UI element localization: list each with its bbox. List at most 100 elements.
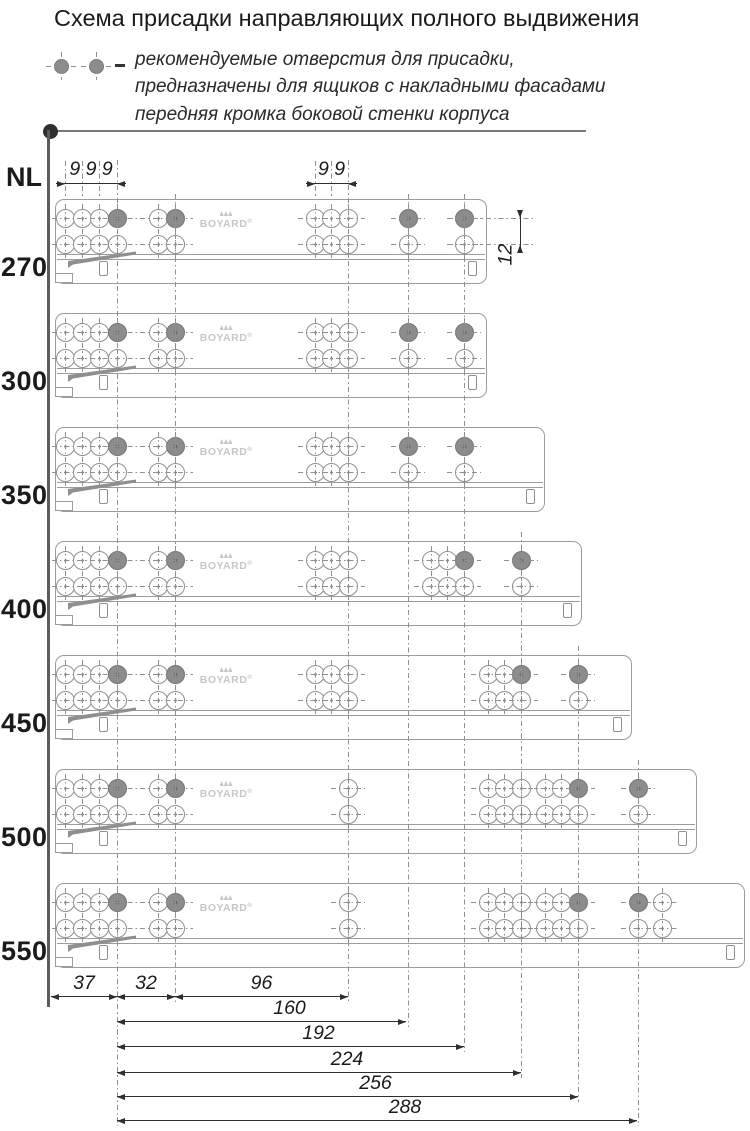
hole-centerline-tick xyxy=(81,546,83,600)
rail-mounting-slot-right xyxy=(613,717,622,732)
hole-centerline-tick xyxy=(64,546,66,600)
hole-centerline-tick xyxy=(98,204,100,258)
hole-centerline-tick xyxy=(314,432,316,486)
dim-arrow xyxy=(175,993,183,1000)
rail-mounting-slot-left xyxy=(99,489,108,504)
hole-row-centerline xyxy=(471,901,538,903)
hole-row-centerline xyxy=(448,243,534,245)
brand-crown-icon xyxy=(219,325,233,330)
dim-line xyxy=(56,183,126,185)
hole-centerline-tick xyxy=(64,318,66,372)
hole-centerline-tick xyxy=(81,888,83,942)
hole-row-centerline xyxy=(528,787,595,789)
front-edge-label: передняя кромка боковой стенки корпуса xyxy=(135,104,510,125)
brand-logo: BOYARD® xyxy=(194,895,258,914)
rail-bottom-left-notch xyxy=(55,729,73,739)
hole-row-centerline xyxy=(52,699,193,701)
hole-centerline-tick xyxy=(330,432,332,486)
dim-arrow xyxy=(398,1018,406,1025)
hole-row-centerline xyxy=(448,217,534,219)
construction-line-x408 xyxy=(407,194,409,1027)
hole-centerline-tick xyxy=(81,774,83,828)
rail-bottom-left-notch xyxy=(55,843,73,853)
dim-line xyxy=(117,1046,464,1048)
rail-length-label: 270 xyxy=(1,252,48,282)
hole-row-centerline xyxy=(298,471,365,473)
dim-label-12: 12 xyxy=(494,243,517,266)
construction-line-x348 xyxy=(347,160,349,1002)
hole-centerline-tick xyxy=(330,660,332,714)
hole-centerline-tick xyxy=(560,888,562,942)
legend-dash xyxy=(115,64,125,67)
hole-row-centerline xyxy=(414,585,481,587)
rail-length-label: 350 xyxy=(1,480,48,510)
hole-row-centerline xyxy=(52,357,193,359)
dim-label: 9 9 xyxy=(317,158,346,180)
carcass-edge-vertical-line xyxy=(47,130,50,1007)
rail-mounting-slot-left xyxy=(99,603,108,618)
hole-centerline-tick xyxy=(81,660,83,714)
hole-centerline-tick xyxy=(64,774,66,828)
rail-bottom-left-notch xyxy=(55,501,73,511)
hole-centerline-tick xyxy=(487,774,489,828)
hole-centerline-tick xyxy=(430,546,432,600)
dim-arrow xyxy=(307,180,315,187)
hole-centerline-tick xyxy=(157,774,159,828)
brand-crown-icon xyxy=(219,781,233,786)
rail-track-line-lower xyxy=(57,600,580,602)
brand-logo: BOYARD® xyxy=(194,553,258,572)
hole-row-centerline xyxy=(298,585,365,587)
hole-centerline-tick xyxy=(314,204,316,258)
hole-row-centerline xyxy=(52,243,193,245)
hole-row-centerline xyxy=(528,901,595,903)
hole-centerline-tick xyxy=(157,432,159,486)
construction-line-x578 xyxy=(577,646,579,1102)
dim-arrow xyxy=(516,210,523,218)
dim-line xyxy=(117,1021,406,1023)
rail-mounting-slot-right xyxy=(526,489,535,504)
legend-marker-centerline-v xyxy=(95,52,97,80)
rail-length-label: 550 xyxy=(1,936,48,966)
hole-row-centerline xyxy=(621,901,679,903)
hole-row-centerline xyxy=(414,559,481,561)
hole-centerline-tick xyxy=(81,318,83,372)
hole-centerline-tick xyxy=(98,888,100,942)
dim-label: 160 xyxy=(273,997,306,1019)
hole-centerline-tick xyxy=(64,888,66,942)
brand-crown-icon xyxy=(219,667,233,672)
rail-leadin-wedge xyxy=(68,365,136,382)
hole-row-centerline xyxy=(621,927,679,929)
brand-logo: BOYARD® xyxy=(194,781,258,800)
hole-centerline-tick xyxy=(560,774,562,828)
rail-mounting-slot-left xyxy=(99,831,108,846)
hole-centerline-tick xyxy=(64,432,66,486)
brand-logo: BOYARD® xyxy=(194,211,258,230)
hole-row-centerline xyxy=(52,445,193,447)
hole-centerline-tick xyxy=(314,546,316,600)
dim-arrow xyxy=(57,180,65,187)
rail-leadin-wedge xyxy=(68,821,136,838)
rail-leadin-wedge xyxy=(68,707,136,724)
hole-centerline-tick xyxy=(81,432,83,486)
hole-row-centerline xyxy=(52,813,193,815)
hole-centerline-tick xyxy=(330,204,332,258)
construction-line-x175 xyxy=(174,194,176,1002)
hole-row-centerline xyxy=(52,217,193,219)
hole-row-centerline xyxy=(298,673,365,675)
dim-label: 37 xyxy=(73,972,95,994)
hole-centerline-tick xyxy=(81,204,83,258)
dim-line xyxy=(175,996,348,998)
hole-row-centerline xyxy=(298,357,365,359)
rail-length-label: 300 xyxy=(1,366,48,396)
hole-centerline-tick xyxy=(64,660,66,714)
dim-tick xyxy=(81,161,83,196)
hole-centerline-tick xyxy=(544,888,546,942)
rail-track-line-lower xyxy=(57,714,630,716)
hole-centerline-tick xyxy=(157,660,159,714)
rail-track-line-upper xyxy=(57,254,485,256)
rail-track-line-upper xyxy=(57,596,580,598)
dim-arrow xyxy=(117,1018,125,1025)
hole-row-centerline xyxy=(298,243,365,245)
legend-marker-centerline-v xyxy=(60,52,62,80)
construction-line-x117 xyxy=(116,160,118,1126)
